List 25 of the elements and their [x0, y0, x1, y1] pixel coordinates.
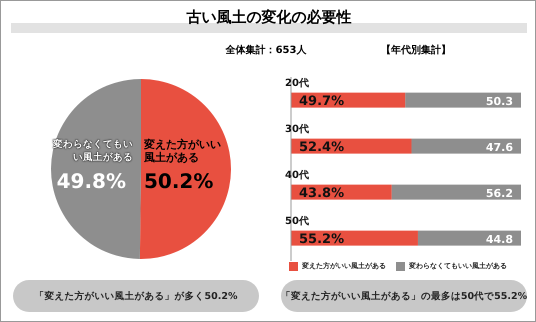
data-label: 49.8% — [56, 169, 126, 193]
data-label: 52.4% — [299, 140, 344, 156]
text: 「変えた方がいい風土がある」が多く50.2% — [13, 280, 259, 312]
data-label: 49.7% — [299, 94, 344, 110]
bar — [412, 138, 521, 154]
category-label: 40代 — [285, 170, 309, 181]
chart-title: 【年代別集計】 — [380, 44, 452, 57]
data-label: 50.3 — [486, 95, 513, 108]
bar — [392, 184, 521, 200]
data-label: 43.8% — [299, 186, 344, 202]
text: 古い風土の変化の必要性 — [186, 8, 352, 27]
data-label: 47.6 — [486, 141, 514, 154]
data-label: 44.8 — [486, 233, 513, 246]
category-label: 30代 — [285, 124, 309, 135]
text: 全体集計：653人 — [224, 44, 308, 57]
bar — [405, 92, 521, 108]
data-label: 50.2% — [144, 169, 214, 193]
pie-slice — [140, 79, 231, 259]
category-label: 20代 — [285, 78, 309, 89]
category-label: 50代 — [285, 216, 309, 227]
data-label: 55.2% — [299, 232, 344, 248]
slice-label: 変えた方がいい風土がある — [144, 138, 222, 164]
data-label: 56.2 — [486, 187, 513, 200]
bar — [418, 230, 521, 246]
text: 「変えた方がいい風土がある」の最多は50代で55.2% — [280, 280, 528, 312]
